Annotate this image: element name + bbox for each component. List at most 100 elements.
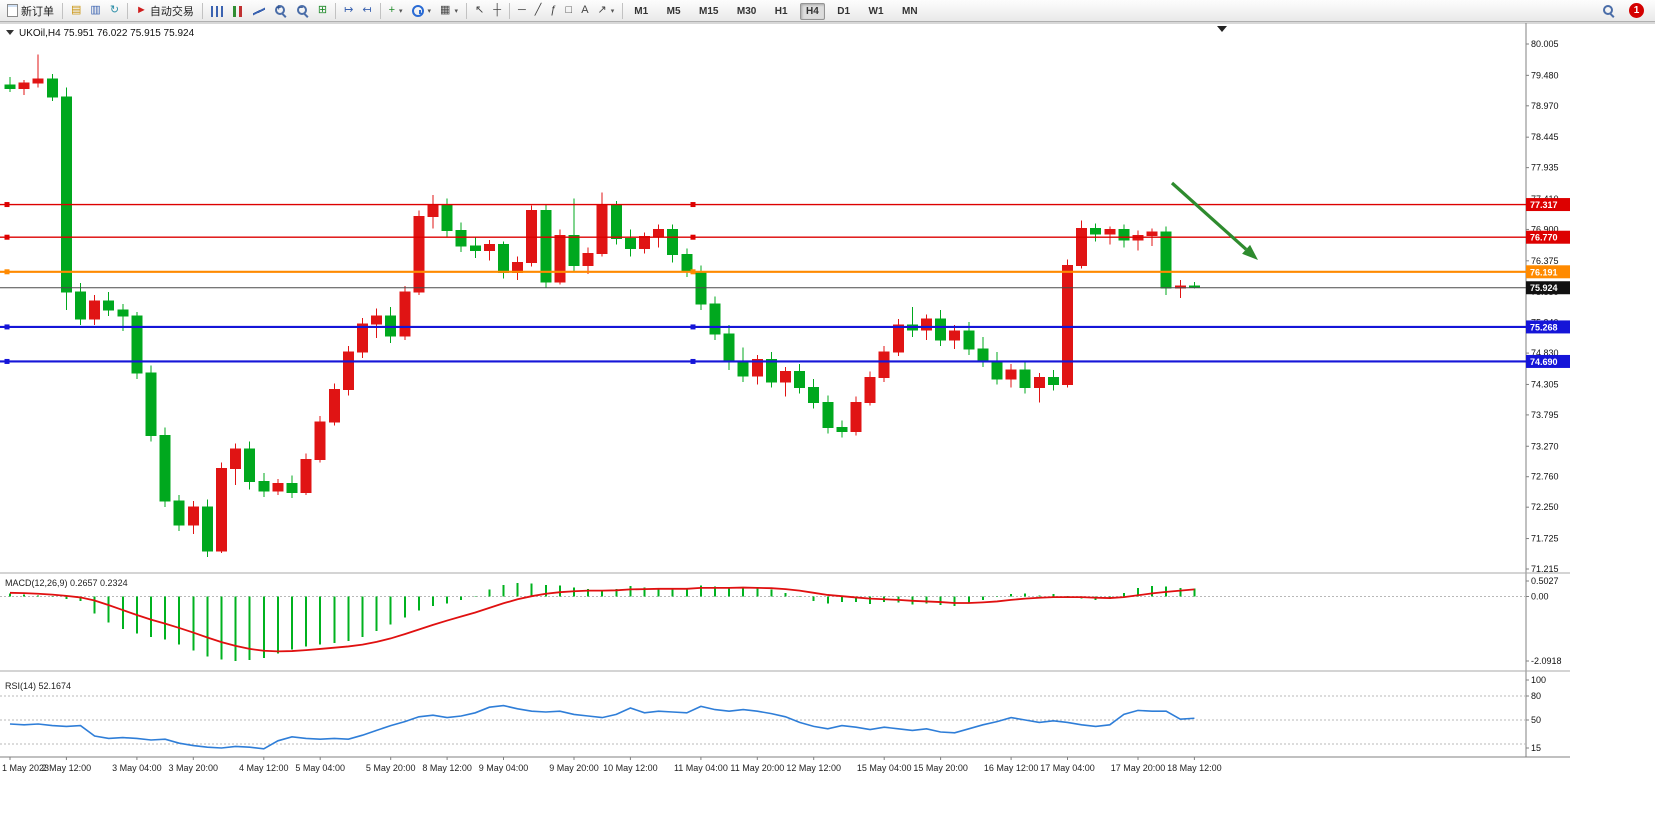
line-chart-icon [252,5,265,17]
svg-text:74.305: 74.305 [1531,379,1559,389]
toolbar-right-group: 1 [1598,1,1652,20]
price-tag-76.770: 76.770 [1526,230,1570,244]
line-chart-button[interactable] [249,1,269,20]
svg-text:0.00: 0.00 [1531,592,1549,602]
timeframe-w1-button[interactable]: W1 [863,3,890,20]
svg-text:76.770: 76.770 [1530,233,1558,243]
line-handle[interactable] [690,269,696,275]
rsi-line [9,704,1195,750]
line-handle[interactable] [4,234,10,240]
cursor-button[interactable]: ↖ [471,1,488,20]
navigator-button[interactable]: ↻ [106,1,123,20]
current-price-tag: 75.924 [1526,281,1570,295]
timeframe-m15-button[interactable]: M15 [693,3,724,20]
arrow-tool-icon: ↗ [597,4,607,16]
tile-windows-button[interactable]: ⊞ [314,1,331,20]
macd-signal-line [9,586,1195,653]
line-handle[interactable] [4,324,10,330]
timeframe-m5-button[interactable]: M5 [661,3,687,20]
zoom-in-button[interactable]: + [270,1,291,20]
timeframe-m1-button[interactable]: M1 [628,3,654,20]
chevron-down-icon: ▾ [427,7,432,15]
zoom-out-icon: − [296,3,309,17]
timeframe-h4-button[interactable]: H4 [800,3,825,20]
line-handle[interactable] [4,202,10,208]
indicators-button[interactable]: + ▾ [385,1,407,20]
horizontal-line-74.690[interactable] [0,358,1526,364]
indicators-plus-icon: + [388,4,396,16]
svg-text:72.760: 72.760 [1531,472,1559,482]
horizontal-line-tool-button[interactable]: ─ [514,1,530,20]
text-tool-button[interactable]: A [577,1,592,20]
line-handle[interactable] [4,269,10,275]
zoom-in-icon: + [274,3,287,17]
autotrading-button[interactable]: ► 自动交易 [132,1,198,20]
svg-text:77.935: 77.935 [1531,163,1559,173]
svg-text:-2.0918: -2.0918 [1531,656,1562,666]
line-handle[interactable] [690,358,696,364]
svg-text:1 May 2023: 1 May 2023 [2,763,49,773]
timeframe-d1-button[interactable]: D1 [831,3,856,20]
price-tag-77.317: 77.317 [1526,198,1570,212]
svg-text:15 May 20:00: 15 May 20:00 [913,763,968,773]
search-button[interactable] [1598,1,1619,20]
shift-end-marker-icon[interactable] [1217,26,1227,32]
svg-text:50: 50 [1531,715,1541,725]
candlestick-chart-button[interactable] [228,1,248,20]
line-handle[interactable] [4,358,10,364]
timeframe-h1-button[interactable]: H1 [769,3,794,20]
svg-text:12 May 12:00: 12 May 12:00 [786,763,841,773]
new-order-icon [7,4,18,17]
horizontal-line-76.770[interactable] [0,234,1526,240]
data-window-button[interactable]: ▥ [86,1,104,20]
bar-chart-button[interactable] [207,1,227,20]
shapes-tool-button[interactable]: □ [562,1,577,20]
horizontal-line-75.268[interactable] [0,324,1526,330]
svg-text:74.830: 74.830 [1531,348,1559,358]
svg-text:72.250: 72.250 [1531,502,1559,512]
chart-frame [0,22,1655,758]
svg-text:16 May 12:00: 16 May 12:00 [984,763,1039,773]
svg-text:77.317: 77.317 [1530,200,1558,210]
svg-text:78.445: 78.445 [1531,132,1559,142]
trendline-tool-button[interactable]: ╱ [531,1,546,20]
svg-text:17 May 04:00: 17 May 04:00 [1040,763,1095,773]
toolbar-separator [62,2,63,19]
crosshair-icon: ┼ [493,4,501,16]
templates-button[interactable]: ▦ ▾ [436,1,462,20]
svg-text:15: 15 [1531,743,1541,753]
toolbar-separator [201,2,203,19]
template-grid-icon: ▦ [440,4,451,16]
trendline-icon: ╱ [534,4,542,16]
macd-scale: 0.5027 0.00 -2.0918 [1526,576,1562,666]
zoom-out-button[interactable]: − [292,1,313,20]
timeframe-m30-button[interactable]: M30 [731,3,762,20]
symbol-header: UKOil,H4 75.951 76.022 75.915 75.924 [6,28,195,39]
expand-triangle-icon [6,30,14,35]
fibonacci-tool-button[interactable]: ƒ [546,1,560,20]
arrows-tool-button[interactable]: ↗ ▾ [594,1,619,20]
crosshair-button[interactable]: ┼ [489,1,505,20]
line-handle[interactable] [690,234,696,240]
svg-text:8 May 12:00: 8 May 12:00 [422,763,472,773]
timeframe-mn-button[interactable]: MN [896,3,924,20]
horizontal-line-77.317[interactable] [0,202,1526,208]
chevron-down-icon: ▾ [610,7,615,15]
line-handle[interactable] [690,324,696,330]
new-order-label: 新订单 [21,5,54,18]
periods-button[interactable]: ▾ [408,1,436,20]
horizontal-line-76.191[interactable] [0,269,1526,275]
svg-text:9 May 04:00: 9 May 04:00 [479,763,529,773]
notification-badge[interactable]: 1 [1629,3,1644,18]
line-handle[interactable] [690,202,696,208]
main-toolbar: 新订单 ▤ ▥ ↻ ► 自动交易 + − ⊞ ↦ ↤ + ▾ ▾ ▦ ▾ ↖ ┼ ─… [0,0,1655,22]
autotrading-label: 自动交易 [149,5,194,18]
auto-scroll-button[interactable]: ↦ [340,1,357,20]
market-watch-button[interactable]: ▤ [67,1,85,20]
chart-shift-button[interactable]: ↤ [358,1,375,20]
price-tag-75.268: 75.268 [1526,320,1570,334]
trend-arrow-annotation[interactable] [1170,181,1258,260]
svg-text:80: 80 [1531,691,1541,701]
new-order-button[interactable]: 新订单 [3,1,58,20]
